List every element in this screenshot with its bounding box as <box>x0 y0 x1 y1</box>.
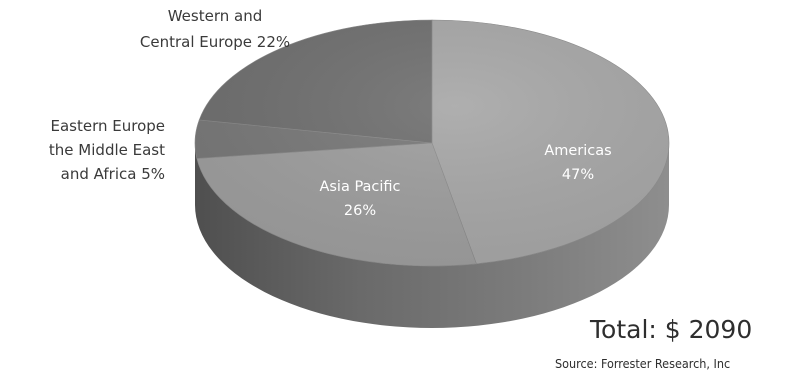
source-label: Source: Forrester Research, Inc <box>555 356 730 371</box>
total-label: Total: $ 2090 <box>589 315 752 344</box>
slice-label-asia-pacific: Asia Pacific 26% <box>319 179 400 219</box>
slice-label-line: the Middle East <box>49 141 165 159</box>
slice-label-line: Asia Pacific <box>319 179 400 195</box>
slice-label-line: Americas <box>544 143 611 159</box>
pie-top-shade <box>195 20 669 266</box>
slice-label-line: Central Europe 22% <box>140 33 290 51</box>
pie-labels: Americas 47% Asia Pacific 26% Eastern Europe… <box>49 7 612 219</box>
pie-top <box>194 19 670 267</box>
slice-label-line: Eastern Europe <box>50 117 165 135</box>
slice-label-americas: Americas 47% <box>544 143 611 183</box>
pie-body <box>195 143 669 328</box>
slice-label-eastern-europe-the-middle-east-and-africa: Eastern Europe the Middle East and Africa … <box>49 117 165 183</box>
slice-label-line: 47% <box>562 167 594 183</box>
slice-label-line: and Africa 5% <box>61 165 165 183</box>
slice-label-line: 26% <box>344 203 376 219</box>
slice-label-line: Western and <box>168 7 263 25</box>
slice-label-western-and-central-europe: Western and Central Europe 22% <box>140 7 290 51</box>
pie-side <box>195 143 669 328</box>
